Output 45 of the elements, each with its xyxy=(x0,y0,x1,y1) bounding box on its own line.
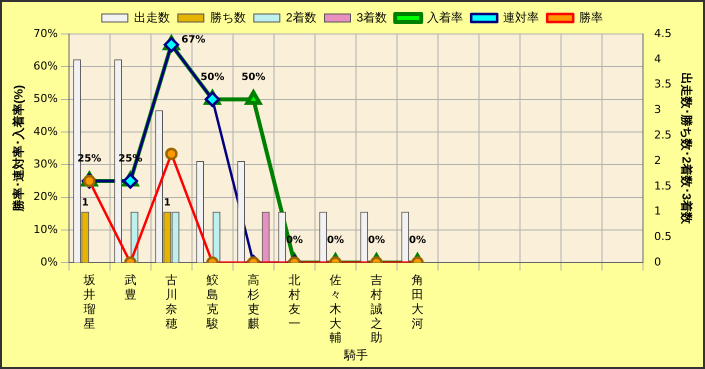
data-label: 50% xyxy=(241,72,266,83)
data-label: 0% xyxy=(409,235,426,246)
y-tick-label: 10% xyxy=(33,222,58,236)
x-tick-label: 鮫島克駿 xyxy=(205,273,218,330)
y2-tick-label: 2 xyxy=(654,154,662,167)
y-tick-label: 60% xyxy=(33,60,58,73)
x-tick-label: 角田大河 xyxy=(412,273,424,330)
y-tick-label: 50% xyxy=(33,92,58,106)
y-tick-label: 0% xyxy=(40,255,58,268)
x-tick-label: 坂井瑠星 xyxy=(82,273,96,330)
data-label: 0% xyxy=(368,235,385,246)
y2-tick-label: 4 xyxy=(654,52,662,66)
data-label: 50% xyxy=(200,72,224,83)
legend-label: 2着数 xyxy=(286,10,317,24)
y2-axis-title: 出走数･勝ち数･2着数･3着数 xyxy=(679,72,694,225)
y2-tick-label: 1 xyxy=(654,204,662,218)
data-label: 67% xyxy=(181,34,206,46)
y-tick-label: 20% xyxy=(33,190,58,204)
y-axis-title: 勝率･連対率･入着率(%) xyxy=(12,84,26,213)
x-tick-label: 古川奈穂 xyxy=(165,273,178,330)
legend-label: 勝ち数 xyxy=(210,10,246,24)
y2-tick-label: 3.5 xyxy=(654,78,672,91)
data-label: 0% xyxy=(326,235,344,246)
y2-tick-label: 0.5 xyxy=(654,230,672,244)
data-label: 1 xyxy=(82,197,89,208)
legend-label: 3着数 xyxy=(356,10,388,24)
y-tick-label: 70% xyxy=(33,26,58,40)
x-tick-label: 高杉吏麒 xyxy=(246,273,260,330)
x-tick-label: 佐々木大輔 xyxy=(329,273,342,345)
y2-tick-label: 3 xyxy=(654,103,662,116)
data-label: 1 xyxy=(164,197,171,208)
x-tick-label: 吉村誠之助 xyxy=(369,273,382,345)
y2-tick-label: 0 xyxy=(654,255,662,268)
y2-tick-label: 4.5 xyxy=(654,26,672,40)
x-tick-label: 武豊 xyxy=(124,273,136,302)
legend-label: 出走数 xyxy=(134,10,170,24)
y-tick-label: 40% xyxy=(33,124,58,138)
legend-label: 勝率 xyxy=(579,10,604,24)
x-axis-title: 騎手 xyxy=(342,348,368,362)
y2-tick-label: 2.5 xyxy=(654,128,672,142)
y2-tick-label: 1.5 xyxy=(654,179,672,192)
legend-label: 連対率 xyxy=(503,10,540,24)
y-tick-label: 30% xyxy=(33,157,58,170)
x-tick-label: 北村友一 xyxy=(287,273,300,330)
legend-label: 入着率 xyxy=(427,10,464,24)
